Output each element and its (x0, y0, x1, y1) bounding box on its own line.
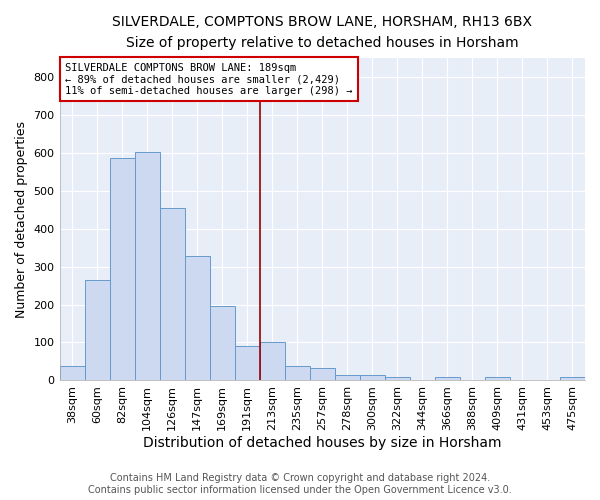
Title: SILVERDALE, COMPTONS BROW LANE, HORSHAM, RH13 6BX
Size of property relative to d: SILVERDALE, COMPTONS BROW LANE, HORSHAM,… (112, 15, 532, 50)
Bar (560, 378, 585, 380)
Bar (185, 256, 209, 380)
Bar (485, 378, 510, 380)
Text: SILVERDALE COMPTONS BROW LANE: 189sqm
← 89% of detached houses are smaller (2,42: SILVERDALE COMPTONS BROW LANE: 189sqm ← … (65, 62, 352, 96)
Bar (160, 208, 185, 380)
Bar (235, 346, 260, 380)
Text: Contains HM Land Registry data © Crown copyright and database right 2024.
Contai: Contains HM Land Registry data © Crown c… (88, 474, 512, 495)
Bar (285, 366, 310, 380)
Y-axis label: Number of detached properties: Number of detached properties (15, 120, 28, 318)
Bar (335, 375, 360, 380)
X-axis label: Distribution of detached houses by size in Horsham: Distribution of detached houses by size … (143, 436, 502, 450)
Bar (59, 366, 85, 380)
Bar (209, 306, 235, 380)
Bar (435, 378, 460, 380)
Bar (360, 375, 385, 380)
Bar (110, 158, 134, 380)
Bar (260, 342, 285, 380)
Bar (310, 368, 335, 380)
Bar (385, 376, 410, 380)
Bar (134, 152, 160, 380)
Bar (85, 280, 110, 380)
